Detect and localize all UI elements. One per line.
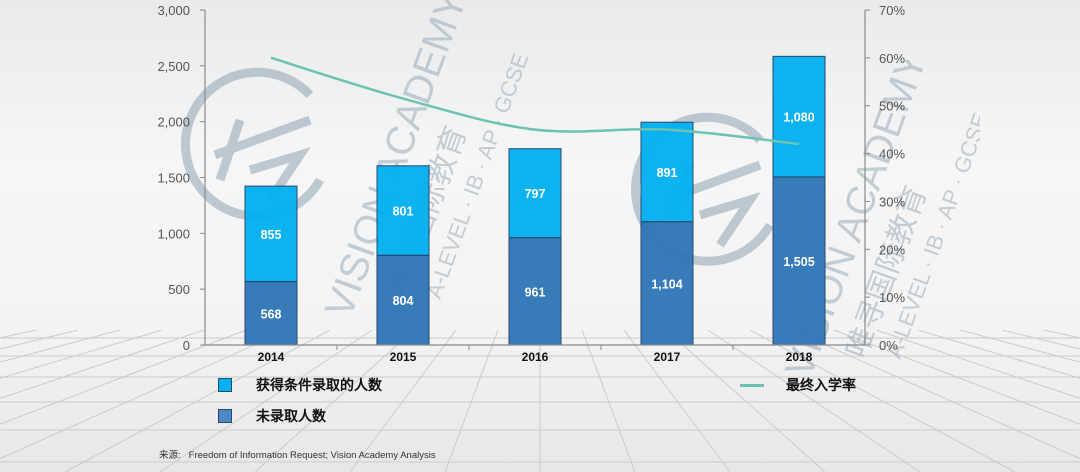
svg-text:1,000: 1,000 [157,226,190,241]
svg-text:855: 855 [261,228,282,242]
legend-swatch-line [740,383,764,387]
right-y-axis: 0% 10% 20% 30% 40% 50% 60% 70% [864,3,905,353]
svg-text:3,000: 3,000 [157,3,190,18]
svg-text:2,500: 2,500 [157,59,190,74]
svg-text:1,500: 1,500 [157,171,190,186]
x-axis: 2014 2015 2016 2017 2018 [205,344,865,364]
legend-label-conditional: 获得条件录取的人数 [256,377,382,393]
svg-text:60%: 60% [879,51,905,66]
bar-series: 568 855 804 801 961 797 1,104 891 1,505 1,080 [244,55,826,346]
legend-swatch-not-admitted [218,409,232,423]
legend-label-not-admitted: 未录取人数 [256,408,326,424]
svg-text:1,104: 1,104 [651,277,682,291]
source-note: 来源: Freedom of Information Request; Visio… [159,447,444,461]
stacked-bar-line-chart: 0 500 1,000 1,500 2,000 2,500 3,000 0% 10% 20% 30… [157,3,905,364]
legend-enrollment-rate: 最终入学率 [740,375,856,395]
svg-text:797: 797 [525,187,546,201]
svg-text:804: 804 [393,294,414,308]
svg-text:801: 801 [393,204,414,218]
svg-text:568: 568 [261,307,282,321]
legend-swatch-conditional [218,378,232,392]
svg-text:2014: 2014 [258,350,285,364]
legend-label-enrollment-rate: 最终入学率 [786,377,856,393]
svg-text:500: 500 [168,282,190,297]
svg-text:1,505: 1,505 [783,255,814,269]
background-floor-grid [0,330,1080,472]
svg-text:2017: 2017 [654,350,681,364]
svg-text:30%: 30% [879,194,905,209]
svg-text:961: 961 [525,285,546,299]
svg-text:0: 0 [183,338,190,353]
svg-text:70%: 70% [879,3,905,18]
svg-text:0%: 0% [879,338,898,353]
svg-text:2,000: 2,000 [157,115,190,130]
svg-text:1,080: 1,080 [783,111,814,125]
legend-conditional-offer: 获得条件录取的人数 [218,375,382,395]
svg-text:2015: 2015 [390,350,417,364]
svg-text:2018: 2018 [786,350,813,364]
source-label: 来源: [159,450,181,461]
svg-text:891: 891 [657,166,678,180]
svg-text:10%: 10% [879,290,905,305]
svg-text:2016: 2016 [522,350,549,364]
legend-not-admitted: 未录取人数 [218,406,326,426]
svg-text:50%: 50% [879,99,905,114]
enrollment-rate-line [270,56,800,146]
source-text: Freedom of Information Request; Vision A… [188,450,436,461]
left-y-axis: 0 500 1,000 1,500 2,000 2,500 3,000 [157,3,206,353]
svg-text:20%: 20% [879,242,905,257]
svg-text:40%: 40% [879,147,905,162]
